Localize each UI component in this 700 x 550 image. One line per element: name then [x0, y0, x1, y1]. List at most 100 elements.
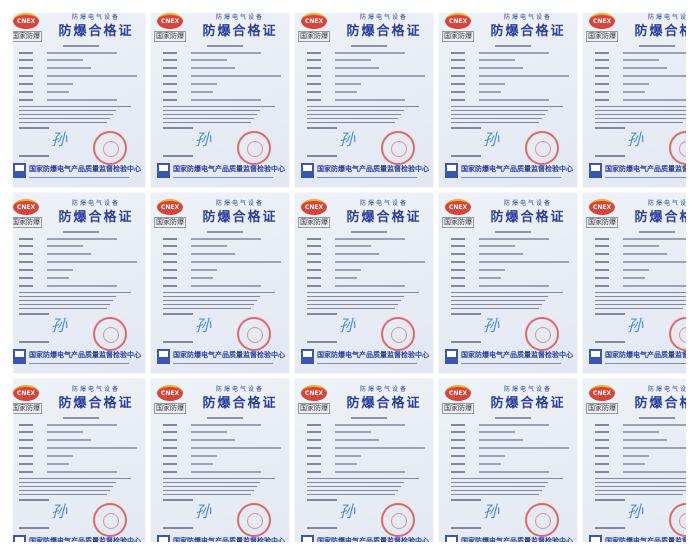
field-value: [623, 285, 686, 287]
standards-text-line: [451, 296, 548, 297]
issuer-logo-icon: [445, 163, 458, 178]
certificate-category: 防爆电气设备: [359, 200, 408, 207]
field-label: [19, 52, 33, 54]
field-label: [595, 91, 609, 93]
logo-caption: 国家防爆: [298, 403, 330, 414]
certificate-image[interactable]: CNEX 国家防爆 防爆电气设备 防爆合格证 孙 国家防爆电气产品质量监督检验中…: [439, 193, 577, 373]
issuer-name: 国家防爆电气产品质量监督检验中心: [317, 537, 429, 542]
certificate-image[interactable]: CNEX 国家防爆 防爆电气设备 防爆合格证 孙 国家防爆电气产品质量监督检验中…: [295, 13, 433, 187]
standards-text-line: [595, 106, 686, 107]
standards-text-line: [307, 114, 401, 115]
field-label: [163, 91, 177, 93]
field-value: [623, 83, 649, 85]
logo-caption: 国家防爆: [442, 403, 474, 414]
field-value: [47, 439, 91, 441]
field-value: [191, 75, 281, 77]
issuer-logo-icon: [589, 349, 602, 364]
standards-text-line: [163, 494, 251, 495]
logo-text: CNEX: [16, 204, 36, 211]
field-label: [307, 75, 321, 77]
issuer-name: 国家防爆电气产品质量监督检验中心: [461, 165, 573, 173]
standards-text-line: [19, 486, 113, 487]
certificate-image[interactable]: CNEX 国家防爆 防爆电气设备 防爆合格证 孙 国家防爆电气产品质量监督检验中…: [13, 379, 145, 542]
field-label: [307, 238, 321, 240]
field-label: [595, 59, 609, 61]
certificate-image[interactable]: CNEX 国家防爆 防爆电气设备 防爆合格证 孙 国家防爆电气产品质量监督检验中…: [583, 379, 686, 542]
standards-text-line: [163, 122, 251, 123]
field-label: [451, 471, 465, 473]
red-seal-icon: [381, 503, 415, 537]
certificate-image[interactable]: CNEX 国家防爆 防爆电气设备 防爆合格证 孙 国家防爆电气产品质量监督检验中…: [13, 13, 145, 187]
logo-caption: 国家防爆: [298, 217, 330, 228]
signature: 孙: [483, 130, 500, 149]
certificate-category: 防爆电气设备: [215, 14, 264, 21]
certificate-category: 防爆电气设备: [359, 386, 408, 393]
date-line: [595, 527, 625, 529]
field-value: [47, 463, 69, 465]
field-value: [191, 99, 261, 101]
field-value: [335, 75, 425, 77]
field-value: [47, 269, 73, 271]
field-label: [595, 455, 609, 457]
standards-text-line: [595, 486, 686, 487]
certificate-category: 防爆电气设备: [71, 386, 120, 393]
field-label: [595, 269, 609, 271]
standards-text-line: [307, 486, 401, 487]
standards-text-line: [451, 478, 563, 479]
field-value: [335, 261, 425, 263]
certificate-number-line: [351, 45, 387, 47]
certificate-image[interactable]: CNEX 国家防爆 防爆电气设备 防爆合格证 孙 国家防爆电气产品质量监督检验中…: [439, 13, 577, 187]
certificate-image[interactable]: CNEX 国家防爆 防爆电气设备 防爆合格证 孙 国家防爆电气产品质量监督检验中…: [439, 379, 577, 542]
certificate-number-line: [495, 45, 531, 47]
date-line: [163, 127, 193, 129]
standards-text-line: [163, 114, 257, 115]
certificate-image[interactable]: CNEX 国家防爆 防爆电气设备 防爆合格证 孙 国家防爆电气产品质量监督检验中…: [151, 13, 289, 187]
field-label: [595, 253, 609, 255]
issuer-name: 国家防爆电气产品质量监督检验中心: [29, 351, 141, 359]
standards-text-line: [595, 118, 686, 119]
standards-text-line: [595, 490, 686, 491]
certificate-image[interactable]: CNEX 国家防爆 防爆电气设备 防爆合格证 孙 国家防爆电气产品质量监督检验中…: [295, 379, 433, 542]
cnex-logo-icon: CNEX: [157, 199, 183, 215]
field-value: [191, 431, 227, 433]
certificate-image[interactable]: CNEX 国家防爆 防爆电气设备 防爆合格证 孙 国家防爆电气产品质量监督检验中…: [151, 379, 289, 542]
field-value: [335, 447, 425, 449]
field-value: [191, 277, 213, 279]
field-value: [191, 91, 213, 93]
issuer-logo-icon: [301, 535, 314, 542]
field-value: [47, 52, 117, 54]
field-label: [307, 439, 321, 441]
cnex-logo-icon: CNEX: [589, 199, 615, 215]
field-label: [163, 471, 177, 473]
field-value: [479, 463, 501, 465]
field-label: [19, 245, 33, 247]
logo-text: CNEX: [448, 18, 468, 25]
field-label: [19, 277, 33, 279]
certificate-image[interactable]: CNEX 国家防爆 防爆电气设备 防爆合格证 孙 国家防爆电气产品质量监督检验中…: [583, 193, 686, 373]
certificate-category: 防爆电气设备: [647, 14, 686, 21]
field-value: [191, 52, 261, 54]
certificate-image[interactable]: CNEX 国家防爆 防爆电气设备 防爆合格证 孙 国家防爆电气产品质量监督检验中…: [295, 193, 433, 373]
certificate-title: 防爆合格证: [346, 210, 422, 225]
field-value: [47, 75, 137, 77]
field-label: [451, 261, 465, 263]
issuer-name: 国家防爆电气产品质量监督检验中心: [317, 351, 429, 359]
field-label: [19, 447, 33, 449]
certificate-image[interactable]: CNEX 国家防爆 防爆电气设备 防爆合格证 孙 国家防爆电气产品质量监督检验中…: [13, 193, 145, 373]
certificate-image[interactable]: CNEX 国家防爆 防爆电气设备 防爆合格证 孙 国家防爆电气产品质量监督检验中…: [583, 13, 686, 187]
field-value: [479, 83, 505, 85]
logo-caption: 国家防爆: [13, 31, 42, 42]
certificate-image[interactable]: CNEX 国家防爆 防爆电气设备 防爆合格证 孙 国家防爆电气产品质量监督检验中…: [151, 193, 289, 373]
field-label: [451, 285, 465, 287]
field-value: [479, 431, 515, 433]
date-line: [163, 341, 193, 343]
date-line: [595, 127, 625, 129]
field-value: [191, 253, 235, 255]
certificate-category: 防爆电气设备: [503, 386, 552, 393]
issuer-contact-line: [29, 363, 129, 364]
issuer-name: 国家防爆电气产品质量监督检验中心: [29, 537, 141, 542]
field-value: [335, 245, 371, 247]
field-value: [335, 285, 405, 287]
logo-caption: 国家防爆: [154, 217, 186, 228]
field-label: [163, 431, 177, 433]
